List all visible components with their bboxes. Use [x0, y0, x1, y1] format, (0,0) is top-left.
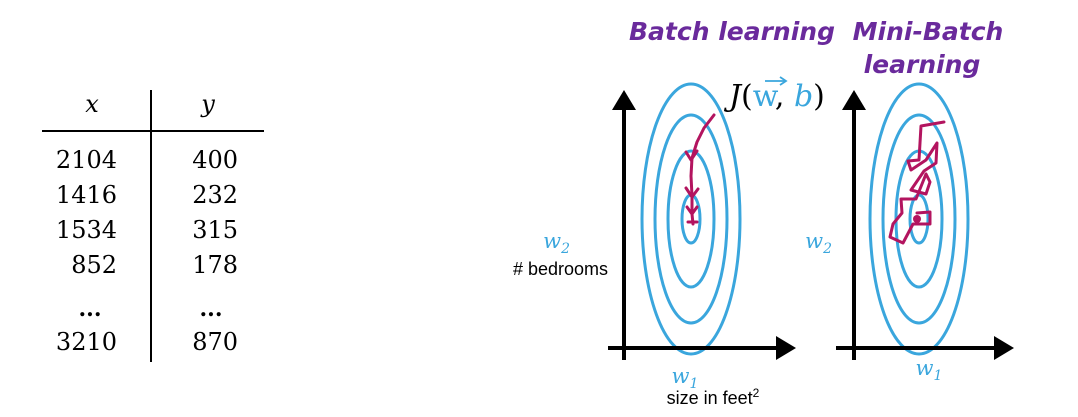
descent-trajectory	[888, 120, 946, 245]
minibatch-endpoint-marker	[913, 215, 921, 223]
contour-ring	[868, 82, 970, 356]
contour-ring	[640, 82, 742, 356]
table-cell: 3210	[56, 328, 117, 356]
batch-axes	[608, 90, 796, 360]
vector-arrow-icon	[765, 76, 788, 86]
y-axis-arrowhead	[612, 90, 636, 110]
batch-learning-title: Batch learning	[629, 17, 835, 46]
descent-arrow-mark	[685, 205, 699, 216]
table-cell: 2104	[56, 146, 117, 174]
minibatch-axes	[836, 90, 1014, 360]
contour-ring	[666, 149, 716, 289]
y-axis-arrowhead	[842, 90, 866, 110]
descent-trajectory	[689, 113, 716, 226]
table-cell: 1416	[56, 181, 117, 209]
batch-x-axis-label: size in feet2	[667, 386, 760, 408]
table-cell: 870	[192, 328, 238, 356]
table-cell-ellipsis: ...	[79, 296, 102, 322]
batch-learning-plot: Batch learning J(w, b)	[513, 17, 835, 408]
table-header-y: y	[200, 90, 215, 118]
batch-y-axis-label: # bedrooms	[513, 259, 608, 279]
minibatch-title-line2: learning	[864, 50, 981, 79]
x-axis-arrowhead	[994, 336, 1014, 360]
batch-contours	[640, 82, 742, 356]
batch-x-var-label: w1	[672, 364, 699, 392]
minibatch-y-var-label: w2	[805, 229, 832, 257]
batch-y-var-label: w2	[543, 229, 570, 257]
table-cell: 178	[192, 251, 238, 279]
minibatch-x-var-label: w1	[916, 356, 943, 384]
cost-function-label: J(w, b)	[723, 79, 825, 114]
descent-arrow-mark	[684, 149, 699, 162]
table-cell: 232	[192, 181, 238, 209]
table-cell: 400	[192, 146, 238, 174]
x-axis-arrowhead	[776, 336, 796, 360]
table-cell-ellipsis: ...	[200, 296, 223, 322]
descent-arrow-mark	[684, 186, 700, 199]
minibatch-learning-plot: Mini-Batch learning w2 w1	[805, 17, 1014, 384]
table-cell: 852	[71, 251, 117, 279]
table-cell: 315	[192, 216, 238, 244]
table-cell: 1534	[56, 216, 117, 244]
batch-descent-path	[684, 113, 716, 226]
contour-ring	[881, 113, 957, 325]
minibatch-title-line1: Mini-Batch	[853, 17, 1004, 46]
table-header-x: x	[85, 90, 99, 118]
minibatch-descent-path	[888, 120, 946, 245]
data-table: x y 2104 400 1416 232 1534 315 852 178 .…	[42, 90, 264, 362]
contour-ring	[653, 113, 729, 325]
